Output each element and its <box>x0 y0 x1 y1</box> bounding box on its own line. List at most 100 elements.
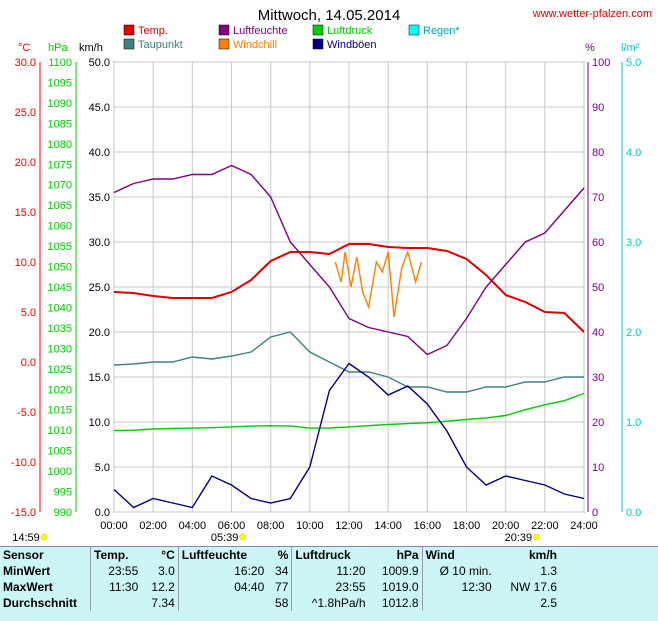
humidity-tick-label: 10 <box>592 462 604 474</box>
legend-label: Windchill <box>233 39 277 51</box>
humidity-tick-label: 0 <box>592 507 598 519</box>
temp-tick-label: 0.0 <box>21 357 36 369</box>
header-temp: Temp. <box>90 547 142 563</box>
pressure-tick-label: 1000 <box>48 466 72 478</box>
pressure-tick-label: 1045 <box>48 282 72 294</box>
humidity-tick-label: 70 <box>592 192 604 204</box>
x-tick-label: 04:00 <box>179 520 207 532</box>
humidity-min-value: 34 <box>275 564 289 578</box>
rain-tick-label: 2.0 <box>626 327 641 339</box>
series-line <box>113 164 585 356</box>
pressure-tick-label: 1065 <box>48 200 72 212</box>
sun-time-label: 20:39 <box>505 532 533 544</box>
wind-min-time: Ø 10 min. <box>421 563 495 579</box>
wind-avg-value: 2.5 <box>540 596 557 610</box>
sun-icon <box>40 533 48 541</box>
wind-max-time: 12:30 <box>421 579 495 595</box>
header-temp-unit: °C <box>161 548 175 562</box>
pressure-trend: ^1.8hPa/h <box>291 595 369 611</box>
wind-avg-time <box>421 595 495 611</box>
pressure-tick-label: 1070 <box>48 180 72 192</box>
x-tick-label: 18:00 <box>453 520 481 532</box>
wind-tick-label: 50.0 <box>89 57 110 69</box>
wind-unit-label: km/h <box>79 42 103 54</box>
wind-tick-label: 5.0 <box>95 462 110 474</box>
temp-tick-label: -5.0 <box>17 407 36 419</box>
pressure-tick-label: 1005 <box>48 446 72 458</box>
pressure-tick-label: 1095 <box>48 77 72 89</box>
pressure-min-value: 1009.9 <box>381 564 419 578</box>
humidity-unit-label: % <box>585 42 595 54</box>
temp-min-value: 3.0 <box>158 564 175 578</box>
row-label: MinWert <box>3 564 51 578</box>
sun-time-label: 05:39 <box>211 532 239 544</box>
legend-label: Temp. <box>138 25 168 37</box>
pressure-unit-label: hPa <box>48 42 68 54</box>
pressure-tick-label: 1035 <box>48 323 72 335</box>
legend-swatch <box>123 38 135 50</box>
humidity-max-time: 04:40 <box>177 579 268 595</box>
wind-min-value: 1.3 <box>540 564 557 578</box>
temp-unit-label: °C <box>18 42 30 54</box>
pressure-tick-label: 1040 <box>48 302 72 314</box>
humidity-tick-label: 50 <box>592 282 604 294</box>
legend-label: Luftfeuchte <box>233 25 287 37</box>
humidity-avg-time <box>177 595 268 611</box>
legend-label: Windböen <box>327 39 377 51</box>
wind-max-value: NW 17.6 <box>510 580 557 594</box>
x-tick-label: 06:00 <box>218 520 246 532</box>
legend-label: Taupunkt <box>138 39 183 51</box>
statistics-row-average: Durchschnitt 7.34 58 ^1.8hPa/h 1012.8 2.… <box>0 595 560 611</box>
temp-tick-label: 5.0 <box>21 307 36 319</box>
rain-tick-label: 3.0 <box>626 237 641 249</box>
temp-max-value: 12.2 <box>151 580 175 594</box>
series-line <box>113 392 585 432</box>
wind-tick-label: 40.0 <box>89 147 110 159</box>
pressure-tick-label: 1090 <box>48 98 72 110</box>
pressure-tick-label: 1010 <box>48 425 72 437</box>
legend-swatch <box>312 38 324 50</box>
legend-swatch <box>218 38 230 50</box>
x-tick-label: 02:00 <box>139 520 167 532</box>
pressure-tick-label: 1085 <box>48 118 72 130</box>
wind-tick-label: 45.0 <box>89 102 110 114</box>
humidity-min-time: 16:20 <box>177 563 268 579</box>
sun-icon <box>533 533 540 541</box>
wind-tick-label: 30.0 <box>89 237 110 249</box>
rain-tick-label: 0.0 <box>626 507 641 519</box>
pressure-tick-label: 995 <box>54 487 72 499</box>
wind-tick-label: 20.0 <box>89 327 110 339</box>
temp-tick-label: 10.0 <box>15 257 36 269</box>
wind-tick-label: 0.0 <box>95 507 110 519</box>
rain-tick-label: 5.0 <box>626 57 641 69</box>
pressure-tick-label: 1080 <box>48 139 72 151</box>
pressure-tick-label: 1025 <box>48 364 72 376</box>
humidity-tick-label: 60 <box>592 237 604 249</box>
sun-icon <box>239 533 246 541</box>
pressure-avg-value: 1012.8 <box>381 596 419 610</box>
legend-swatch <box>218 24 230 36</box>
statistics-row-max: MaxWert 11:30 12.2 04:40 77 23:55 1019.0… <box>0 579 560 595</box>
x-tick-label: 14:00 <box>374 520 402 532</box>
temp-tick-label: -10.0 <box>11 457 36 469</box>
pressure-tick-label: 1015 <box>48 405 72 417</box>
statistics-row-min: MinWert 23:55 3.0 16:20 34 11:20 1009.9 … <box>0 563 560 579</box>
row-label: MaxWert <box>3 580 53 594</box>
header-sensor: Sensor <box>3 548 44 562</box>
header-pressure-unit: hPa <box>396 548 419 562</box>
header-humidity: Luftfeuchte <box>177 547 268 563</box>
humidity-tick-label: 20 <box>592 417 604 429</box>
header-humidity-unit: % <box>277 548 289 562</box>
temp-tick-label: -15.0 <box>11 507 36 519</box>
x-tick-label: 10:00 <box>296 520 324 532</box>
chart-title: Mittwoch, 14.05.2014 <box>258 7 401 24</box>
pressure-tick-label: 1060 <box>48 221 72 233</box>
wind-tick-label: 10.0 <box>89 417 110 429</box>
pressure-tick-label: 1050 <box>48 262 72 274</box>
temp-tick-label: 15.0 <box>15 207 36 219</box>
humidity-tick-label: 40 <box>592 327 604 339</box>
rain-tick-label: 1.0 <box>626 417 641 429</box>
temp-avg-value: 7.34 <box>151 596 175 610</box>
x-tick-label: 22:00 <box>531 520 559 532</box>
